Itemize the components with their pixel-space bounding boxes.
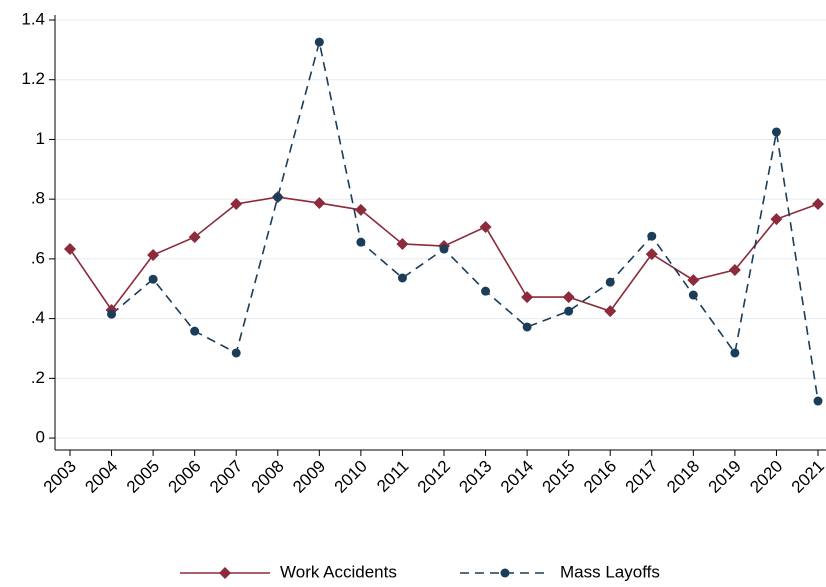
x-tick-label: 2011: [373, 457, 412, 496]
data-point: [313, 197, 326, 210]
y-tick-label: 1.4: [21, 9, 45, 28]
x-tick-label: 2019: [705, 457, 745, 497]
x-tick-label: 2006: [164, 457, 204, 497]
data-point: [647, 231, 657, 241]
x-tick-label: 2017: [622, 457, 662, 497]
data-point: [521, 291, 534, 304]
y-tick-label: .6: [31, 248, 45, 267]
data-point: [231, 348, 241, 358]
data-point: [354, 203, 367, 216]
data-point: [147, 249, 160, 262]
x-tick-label: 2007: [206, 457, 246, 497]
data-point: [273, 192, 283, 202]
data-point: [688, 290, 698, 300]
data-point: [356, 237, 366, 247]
legend-label: Work Accidents: [280, 562, 397, 581]
data-point: [562, 291, 575, 304]
data-point: [396, 237, 409, 250]
data-point: [148, 274, 158, 284]
data-point: [812, 197, 824, 210]
data-point: [439, 244, 449, 254]
x-tick-label: 2008: [248, 457, 288, 497]
x-tick-label: 2010: [331, 457, 371, 497]
y-tick-label: 0: [36, 428, 45, 447]
x-tick-label: 2021: [788, 457, 826, 497]
x-tick-label: 2003: [40, 457, 80, 497]
data-point: [770, 213, 783, 226]
data-point: [397, 273, 407, 283]
y-tick-label: .4: [31, 308, 45, 327]
data-point: [605, 277, 615, 287]
data-point: [604, 305, 617, 318]
x-tick-label: 2015: [538, 457, 578, 497]
data-point: [479, 220, 492, 233]
data-point: [645, 248, 658, 261]
x-tick-label: 2005: [123, 457, 163, 497]
data-point: [771, 127, 781, 137]
y-tick-label: 1.2: [21, 69, 45, 88]
x-tick-label: 2018: [663, 457, 703, 497]
x-tick-label: 2016: [580, 457, 620, 497]
data-point: [522, 322, 532, 332]
data-point: [107, 309, 117, 319]
y-tick-label: .8: [31, 189, 45, 208]
data-point: [230, 197, 243, 210]
data-point: [64, 243, 76, 256]
x-tick-label: 2009: [289, 457, 329, 497]
y-tick-label: .2: [31, 368, 45, 387]
x-tick-label: 2013: [455, 457, 495, 497]
y-tick-label: 1: [36, 129, 45, 148]
data-point: [481, 286, 491, 296]
data-point: [190, 326, 200, 336]
data-point: [314, 37, 324, 47]
x-tick-label: 2020: [746, 457, 786, 497]
data-point: [687, 274, 700, 287]
x-tick-label: 2004: [81, 457, 121, 497]
x-tick-label: 2014: [497, 457, 537, 497]
data-point: [730, 348, 740, 358]
legend-label: Mass Layoffs: [560, 562, 660, 581]
series-line: [111, 41, 819, 402]
legend-marker: [500, 568, 510, 578]
legend-marker: [219, 567, 231, 579]
data-point: [728, 263, 741, 276]
data-point: [813, 396, 823, 406]
data-point: [188, 231, 201, 244]
x-tick-label: 2012: [414, 457, 454, 497]
data-point: [564, 306, 574, 316]
series-line: [69, 196, 819, 313]
